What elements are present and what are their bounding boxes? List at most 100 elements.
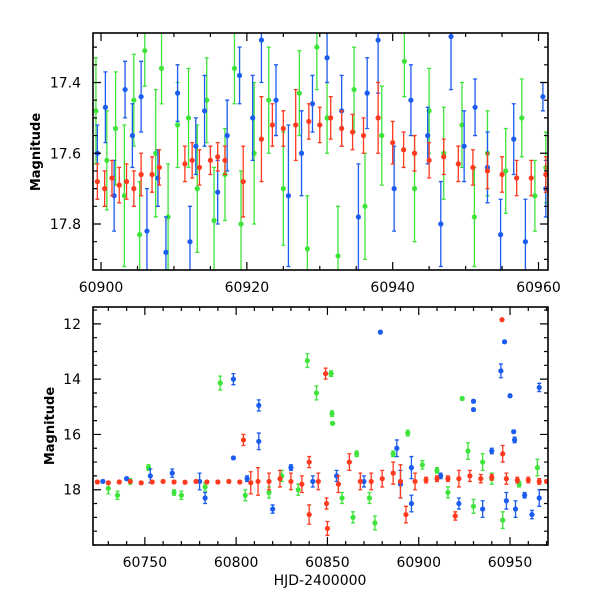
blue-data-point xyxy=(375,37,381,43)
green-data-point xyxy=(238,221,244,227)
blue-data-point xyxy=(489,448,495,454)
red-data-point xyxy=(360,132,367,139)
y-tick-label: 17.6 xyxy=(50,146,81,162)
red-data-point xyxy=(182,161,188,167)
blue-data-point xyxy=(522,239,528,245)
blue-data-point xyxy=(501,339,508,345)
green-data-point xyxy=(266,489,272,496)
blue-data-point xyxy=(503,498,509,504)
blue-data-point xyxy=(438,221,444,227)
blue-data-point xyxy=(122,86,128,93)
red-data-point xyxy=(323,500,330,507)
red-data-point xyxy=(280,125,286,132)
blue-data-point xyxy=(174,90,181,96)
red-data-point xyxy=(138,480,144,486)
blue-data-point xyxy=(215,189,221,195)
green-data-point xyxy=(445,489,451,496)
x-tick-label: 60920 xyxy=(225,280,270,296)
green-data-point xyxy=(434,467,440,473)
blue-data-point xyxy=(480,506,486,512)
blue-data-point xyxy=(169,470,175,476)
red-data-point xyxy=(349,129,356,135)
blue-data-point xyxy=(536,495,542,501)
blue-data-point xyxy=(498,232,504,238)
blue-data-point xyxy=(230,455,237,461)
blue-data-point xyxy=(456,500,462,507)
green-data-point xyxy=(329,411,335,417)
red-data-point xyxy=(434,476,440,482)
blue-data-point xyxy=(448,33,454,40)
green-data-point xyxy=(93,108,99,114)
green-data-point xyxy=(114,492,121,498)
green-data-point xyxy=(328,371,334,377)
blue-data-point xyxy=(470,406,477,413)
y-tick-label: 17.4 xyxy=(50,76,81,92)
blue-data-point xyxy=(540,94,546,100)
green-data-point xyxy=(350,514,356,520)
blue-data-point xyxy=(144,228,150,234)
green-data-point xyxy=(217,380,223,386)
red-data-point xyxy=(324,525,331,532)
red-data-point xyxy=(525,477,531,483)
red-data-point xyxy=(266,478,272,485)
green-data-point xyxy=(211,217,217,224)
red-data-point xyxy=(514,175,520,181)
red-data-point xyxy=(478,476,484,482)
green-data-point xyxy=(351,86,357,93)
green-data-point xyxy=(362,203,368,209)
red-data-point xyxy=(455,161,461,167)
green-data-point xyxy=(534,465,541,471)
red-data-point xyxy=(215,154,221,160)
blue-data-point xyxy=(270,506,276,512)
green-data-point xyxy=(174,122,181,128)
blue-data-point xyxy=(250,115,256,121)
red-data-point xyxy=(149,479,155,485)
red-data-point xyxy=(323,371,329,377)
blue-data-point xyxy=(324,55,330,61)
blue-data-point xyxy=(425,132,431,139)
blue-data-point xyxy=(193,143,199,149)
blue-data-point xyxy=(163,249,169,255)
red-data-point xyxy=(339,125,345,132)
green-data-point xyxy=(354,451,360,457)
blue-data-point xyxy=(361,478,367,485)
green-data-point xyxy=(158,65,165,71)
y-axis-label-top: Magnitude xyxy=(29,113,44,192)
y-axis-label-bottom: Magnitude xyxy=(43,387,58,466)
blue-data-point xyxy=(408,97,414,103)
red-data-point xyxy=(94,178,100,185)
red-data-point xyxy=(445,476,451,482)
red-data-point xyxy=(149,171,155,178)
red-data-point xyxy=(123,178,130,185)
blue-data-point xyxy=(230,376,237,382)
x-axis-label-bottom: HJD-2400000 xyxy=(274,573,367,589)
x-tick-label: 60850 xyxy=(305,555,350,571)
red-data-point xyxy=(328,115,334,121)
red-data-point xyxy=(467,473,473,479)
bottom-plot-area xyxy=(94,317,548,536)
green-data-point xyxy=(171,489,177,496)
blue-data-point xyxy=(236,72,243,79)
red-data-point xyxy=(102,186,108,192)
green-data-point xyxy=(465,448,471,454)
green-data-point xyxy=(304,358,310,364)
green-data-point xyxy=(459,395,465,402)
green-data-point xyxy=(459,122,465,128)
red-data-point xyxy=(456,476,462,482)
y-tick-label: 14 xyxy=(63,372,81,388)
blue-data-point xyxy=(512,506,519,512)
blue-data-point xyxy=(507,393,513,399)
green-data-point xyxy=(113,125,119,132)
red-data-point xyxy=(299,481,305,487)
red-data-point xyxy=(240,437,247,443)
blue-data-point xyxy=(123,476,130,482)
blue-data-point xyxy=(256,402,262,409)
blue-data-point xyxy=(511,136,517,142)
blue-data-point xyxy=(438,473,444,479)
x-tick-label: 60800 xyxy=(214,555,259,571)
red-data-point xyxy=(182,479,188,485)
blue-data-point xyxy=(408,500,415,507)
green-data-point xyxy=(471,214,477,220)
blue-data-point xyxy=(472,104,478,110)
